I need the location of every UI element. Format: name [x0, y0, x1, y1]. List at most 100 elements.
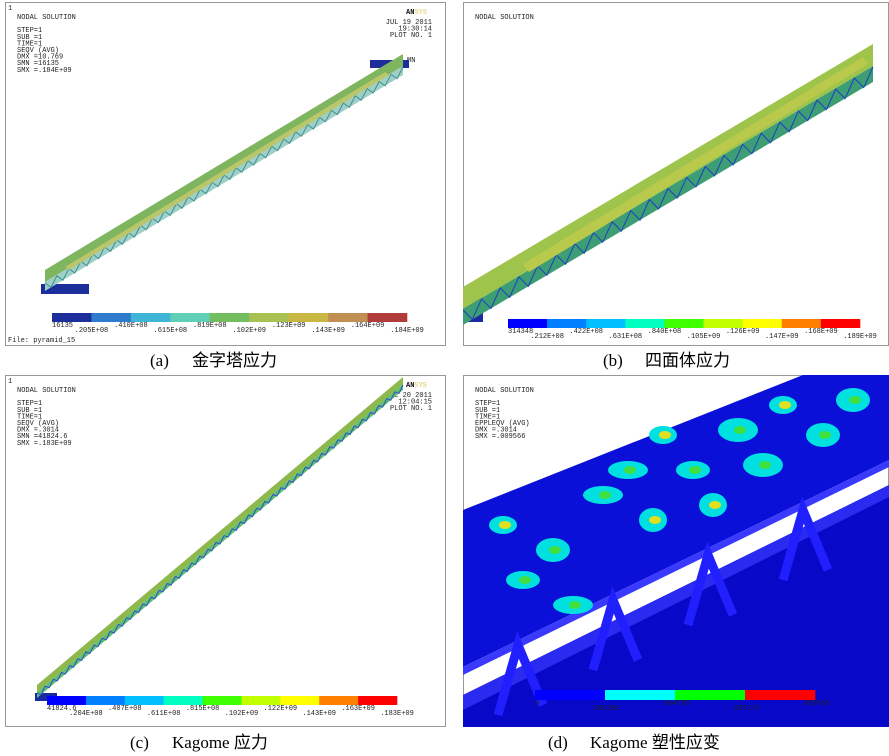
- logo-part: SYS: [414, 382, 427, 390]
- colorbar-label: .143E+09: [302, 710, 336, 718]
- colorbar-label: .184E+09: [390, 327, 424, 335]
- panel-frame: [6, 376, 446, 727]
- colorbar-segment: [743, 319, 782, 328]
- colorbar-segment: [586, 319, 625, 328]
- colorbar-segment: [704, 319, 743, 328]
- window-number: 1: [8, 378, 12, 386]
- colorbar-segment: [203, 696, 242, 705]
- logo-part: AN: [406, 9, 414, 17]
- colorbar-label: .126E+09: [726, 328, 760, 336]
- colorbar-label: .815E+08: [186, 705, 220, 713]
- colorbar-segment: [358, 696, 397, 705]
- colorbar-segment: [131, 313, 171, 322]
- colorbar-label: .163E+09: [341, 705, 375, 713]
- colorbar-segment: [625, 319, 664, 328]
- info-line: NODAL SOLUTION: [475, 14, 534, 22]
- colorbar-label: .143E+09: [311, 327, 345, 335]
- header-right: PLOT NO. 1: [390, 405, 432, 413]
- colorbar-label: .123E+09: [272, 322, 306, 330]
- panel: 1NODAL SOLUTIONSTEP=1SUB =1TIME=1SEQV (A…: [6, 376, 446, 727]
- header-right: PLOT NO. 1: [390, 32, 432, 40]
- colorbar-label: .615E+08: [154, 327, 188, 335]
- strain-core: [549, 546, 561, 554]
- caption-label: (b): [603, 351, 623, 370]
- caption-text: 四面体应力: [645, 351, 730, 370]
- colorbar-label: .102E+09: [225, 710, 259, 718]
- colorbar-label: .002391: [590, 705, 619, 713]
- colorbar-segment: [52, 313, 92, 322]
- colorbar-label: .102E+09: [232, 327, 266, 335]
- colorbar-label: .009566: [800, 700, 829, 708]
- marker: MN: [407, 57, 415, 65]
- colorbar-label: .004783: [660, 700, 689, 708]
- info-line: SMX =.183E+09: [17, 440, 72, 448]
- colorbar-segment: [368, 313, 408, 322]
- colorbar-label: .168E+09: [804, 328, 838, 336]
- colorbar-label: .122E+09: [264, 705, 298, 713]
- colorbar-label: .147E+09: [765, 333, 799, 341]
- colorbar-segment: [508, 319, 547, 328]
- colorbar-segment: [91, 313, 131, 322]
- colorbar-segment: [125, 696, 164, 705]
- colorbar-label: .189E+09: [843, 333, 877, 341]
- strain-core: [569, 601, 581, 609]
- caption-text: Kagome 应力: [172, 733, 268, 752]
- info-line: NODAL SOLUTION: [17, 14, 76, 22]
- colorbar-segment: [210, 313, 250, 322]
- colorbar-label: .611E+08: [147, 710, 181, 718]
- colorbar-segment: [47, 696, 86, 705]
- colorbar-label: .631E+08: [609, 333, 643, 341]
- colorbar-segment: [745, 690, 815, 700]
- colorbar-label: .164E+09: [351, 322, 385, 330]
- logo-part: AN: [406, 382, 414, 390]
- colorbar-segment: [547, 319, 586, 328]
- strain-core: [624, 466, 636, 474]
- caption-text: 金字塔应力: [192, 351, 277, 370]
- colorbar-label: .212E+08: [530, 333, 564, 341]
- colorbar-segment: [821, 319, 860, 328]
- colorbar-label: .407E+08: [108, 705, 142, 713]
- caption-label: (a): [150, 351, 169, 370]
- info-line: NODAL SOLUTION: [17, 387, 76, 395]
- colorbar-segment: [249, 313, 289, 322]
- caption-text: Kagome 塑性应变: [590, 733, 720, 752]
- info-line: NODAL SOLUTION: [475, 387, 534, 395]
- colorbar-label: 16135: [52, 322, 73, 330]
- colorbar-label: .183E+09: [380, 710, 414, 718]
- strain-core: [709, 501, 721, 509]
- strain-core: [689, 466, 701, 474]
- colorbar-label: .422E+08: [569, 328, 603, 336]
- logo-part: SYS: [414, 9, 427, 17]
- strain-core: [734, 426, 746, 434]
- file-name: File: pyramid_15: [8, 337, 75, 345]
- strain-core: [759, 461, 771, 469]
- strain-core: [599, 491, 611, 499]
- caption-label: (c): [130, 733, 149, 752]
- logo: ANSYS: [406, 9, 427, 17]
- colorbar-segment: [328, 313, 368, 322]
- figure: 1NODAL SOLUTIONSTEP=1SUB =1TIME=1SEQV (A…: [0, 0, 889, 756]
- info-line: SMX =.184E+09: [17, 67, 72, 75]
- strain-core: [779, 401, 791, 409]
- logo: ANSYS: [406, 382, 427, 390]
- colorbar-segment: [319, 696, 358, 705]
- panel-body: NODAL SOLUTIONSTEP=1SUB =1TIME=1EPPLEQV …: [463, 375, 889, 727]
- colorbar-label: .007174: [730, 705, 759, 713]
- caption-label: (d): [548, 733, 568, 752]
- colorbar-label: 0: [535, 700, 539, 708]
- colorbar-segment: [289, 313, 329, 322]
- colorbar-label: .205E+08: [75, 327, 109, 335]
- colorbar-label: .410E+08: [114, 322, 148, 330]
- strain-core: [659, 431, 671, 439]
- colorbar-segment: [241, 696, 280, 705]
- strain-core: [849, 396, 861, 404]
- strain-core: [819, 431, 831, 439]
- colorbar-label: .204E+08: [69, 710, 103, 718]
- colorbar-segment: [280, 696, 319, 705]
- colorbar-segment: [675, 690, 745, 700]
- colorbar-label: .819E+08: [193, 322, 227, 330]
- strain-core: [499, 521, 511, 529]
- colorbar-segment: [782, 319, 821, 328]
- strain-core: [519, 576, 531, 584]
